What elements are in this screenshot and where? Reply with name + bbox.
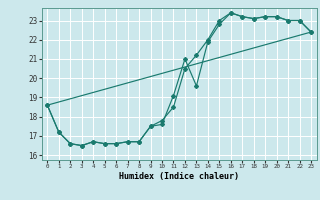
X-axis label: Humidex (Indice chaleur): Humidex (Indice chaleur) [119, 172, 239, 181]
